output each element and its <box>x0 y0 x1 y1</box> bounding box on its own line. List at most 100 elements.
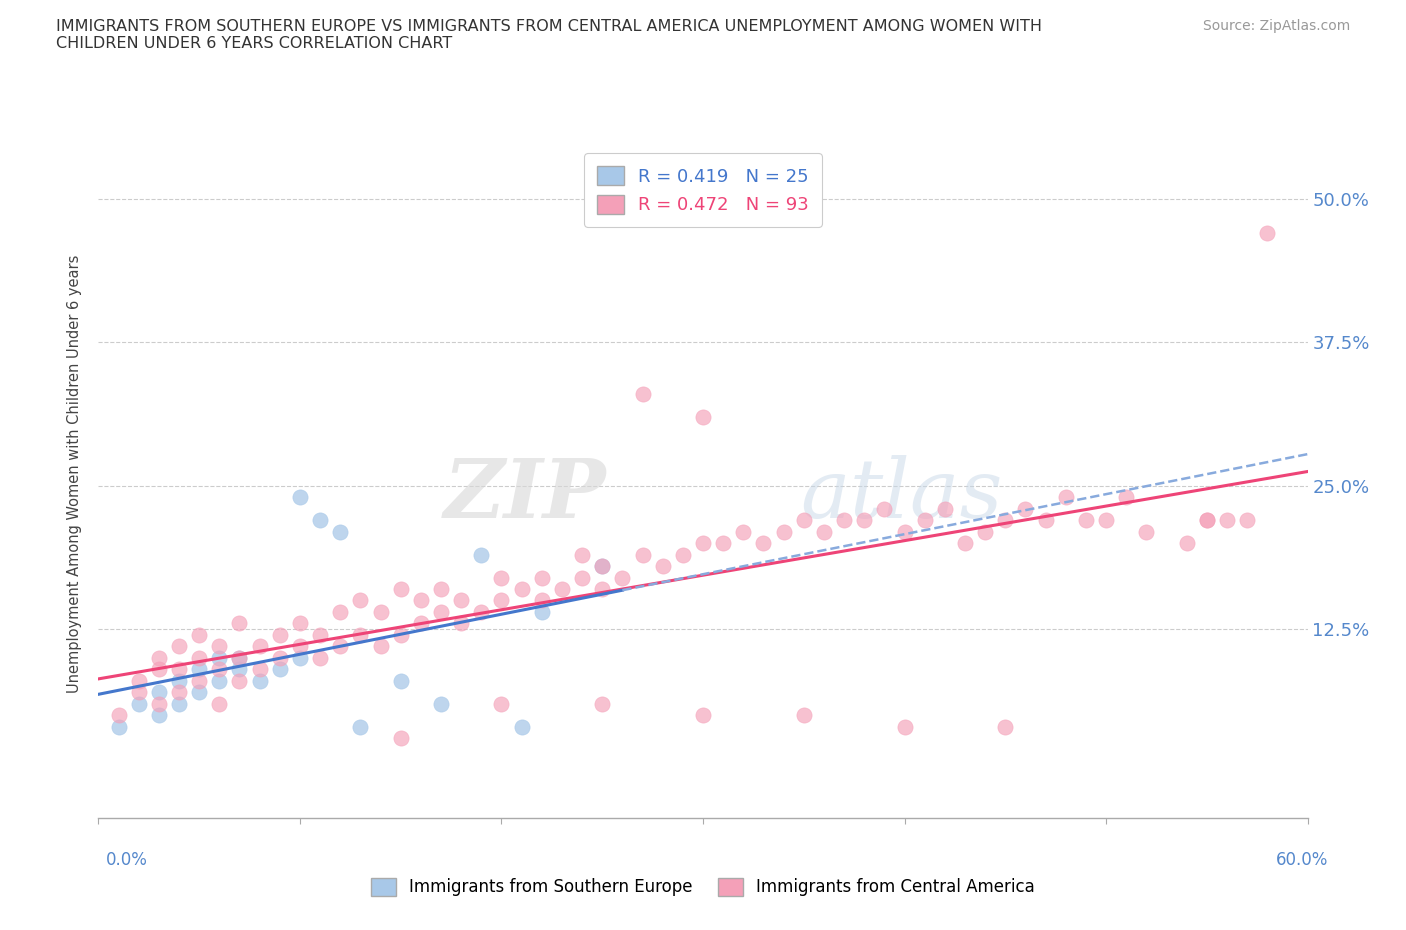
Point <box>309 628 332 643</box>
Point <box>934 501 956 516</box>
Point <box>994 719 1017 734</box>
Point <box>530 604 553 619</box>
Text: atlas: atlas <box>800 455 1002 535</box>
Point <box>329 604 352 619</box>
Point <box>491 593 513 608</box>
Point <box>188 662 211 677</box>
Point <box>1256 226 1278 241</box>
Point <box>167 673 190 688</box>
Point <box>793 708 815 723</box>
Point <box>853 512 876 527</box>
Point <box>167 684 190 699</box>
Point <box>107 719 129 734</box>
Point <box>1014 501 1036 516</box>
Point <box>288 616 311 631</box>
Text: 60.0%: 60.0% <box>1277 851 1329 869</box>
Text: Source: ZipAtlas.com: Source: ZipAtlas.com <box>1202 19 1350 33</box>
Point <box>1074 512 1097 527</box>
Point <box>793 512 815 527</box>
Point <box>692 409 714 424</box>
Point <box>430 604 453 619</box>
Legend: R = 0.419   N = 25, R = 0.472   N = 93: R = 0.419 N = 25, R = 0.472 N = 93 <box>585 153 821 227</box>
Point <box>208 662 231 677</box>
Point <box>711 536 734 551</box>
Point <box>1236 512 1258 527</box>
Y-axis label: Unemployment Among Women with Children Under 6 years: Unemployment Among Women with Children U… <box>67 255 83 694</box>
Point <box>208 673 231 688</box>
Point <box>148 684 170 699</box>
Point <box>491 570 513 585</box>
Point <box>167 639 190 654</box>
Point <box>167 697 190 711</box>
Point <box>1175 536 1198 551</box>
Point <box>1035 512 1057 527</box>
Point <box>228 650 250 665</box>
Point <box>1195 512 1218 527</box>
Point <box>389 628 412 643</box>
Point <box>450 593 472 608</box>
Point <box>349 719 371 734</box>
Point <box>370 604 392 619</box>
Point <box>148 708 170 723</box>
Point <box>893 719 915 734</box>
Point <box>269 662 291 677</box>
Point <box>470 604 492 619</box>
Point <box>188 628 211 643</box>
Point <box>591 559 613 574</box>
Point <box>470 547 492 562</box>
Point <box>430 581 453 596</box>
Point <box>692 536 714 551</box>
Point <box>994 512 1017 527</box>
Point <box>188 684 211 699</box>
Point <box>733 525 755 539</box>
Point <box>510 581 533 596</box>
Point <box>128 684 150 699</box>
Point <box>651 559 673 574</box>
Text: 0.0%: 0.0% <box>105 851 148 869</box>
Point <box>409 593 432 608</box>
Point <box>551 581 574 596</box>
Point <box>813 525 835 539</box>
Point <box>107 708 129 723</box>
Point <box>288 650 311 665</box>
Point <box>873 501 896 516</box>
Point <box>188 673 211 688</box>
Point <box>832 512 855 527</box>
Point <box>571 547 593 562</box>
Point <box>370 639 392 654</box>
Point <box>249 662 271 677</box>
Point <box>148 650 170 665</box>
Point <box>188 650 211 665</box>
Point <box>974 525 997 539</box>
Point <box>631 387 654 402</box>
Point <box>288 639 311 654</box>
Point <box>228 673 250 688</box>
Point <box>530 570 553 585</box>
Point <box>148 697 170 711</box>
Point <box>309 650 332 665</box>
Point <box>1195 512 1218 527</box>
Point <box>450 616 472 631</box>
Point <box>430 697 453 711</box>
Point <box>692 708 714 723</box>
Point <box>389 581 412 596</box>
Point <box>269 650 291 665</box>
Point <box>269 628 291 643</box>
Point <box>510 719 533 734</box>
Point <box>128 697 150 711</box>
Point <box>329 525 352 539</box>
Point <box>309 512 332 527</box>
Point <box>672 547 695 562</box>
Point <box>1095 512 1118 527</box>
Text: ZIP: ZIP <box>444 455 606 535</box>
Point <box>1054 490 1077 505</box>
Point <box>591 697 613 711</box>
Point <box>772 525 794 539</box>
Point <box>228 616 250 631</box>
Point <box>409 616 432 631</box>
Point <box>389 673 412 688</box>
Point <box>208 639 231 654</box>
Point <box>208 697 231 711</box>
Point <box>752 536 775 551</box>
Point <box>167 662 190 677</box>
